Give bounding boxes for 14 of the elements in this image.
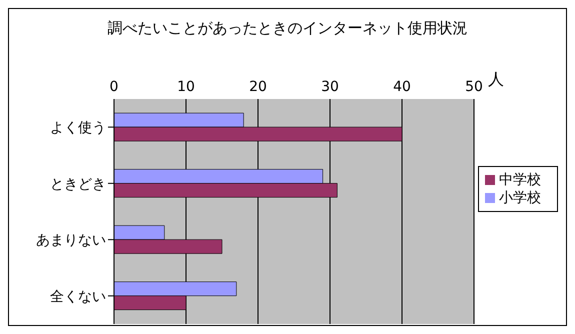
x-tick-label: 50 xyxy=(465,79,483,95)
y-tick-label: よく使う xyxy=(50,120,106,136)
x-tick-label: 20 xyxy=(249,79,267,95)
x-tick-label: 0 xyxy=(110,79,118,95)
y-tick-label: 全くない xyxy=(50,288,106,305)
y-tick-label: ときどき xyxy=(50,176,106,192)
x-tick-label: 40 xyxy=(393,79,411,95)
x-tick-label: 10 xyxy=(177,79,195,95)
x-tick-label: 30 xyxy=(321,79,339,95)
x-axis-title: 人 xyxy=(488,70,504,89)
y-tick-label: あまりない xyxy=(36,232,106,249)
legend-label: 中学校 xyxy=(499,172,541,188)
legend-label: 小学校 xyxy=(499,190,541,206)
chart-title: 調べたいことがあったときのインターネット使用状況 xyxy=(106,19,468,39)
